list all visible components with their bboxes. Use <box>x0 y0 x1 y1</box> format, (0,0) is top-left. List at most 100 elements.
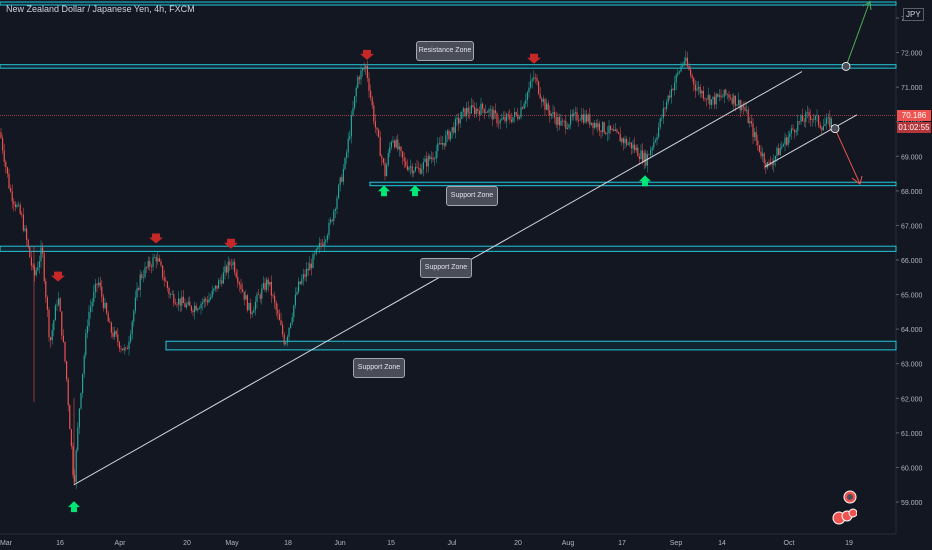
candle-body <box>379 136 381 157</box>
candle-body <box>456 117 458 120</box>
candle-body <box>138 288 140 290</box>
candle-body <box>582 114 584 123</box>
candle-body <box>634 144 636 151</box>
candle-body <box>699 87 701 94</box>
candle-body <box>248 302 250 311</box>
candle-body <box>674 82 676 91</box>
candle-body <box>90 306 92 312</box>
candle-body <box>349 136 351 139</box>
candle-body <box>64 341 66 362</box>
candle-body <box>10 188 12 192</box>
candle-body <box>96 283 98 285</box>
candle-body <box>32 265 34 267</box>
candle-body <box>61 311 63 336</box>
candle-body <box>467 107 469 113</box>
candle-body <box>54 305 56 321</box>
candle-body <box>702 90 704 99</box>
currency-label[interactable]: JPY <box>903 8 924 21</box>
candle-body <box>586 114 588 122</box>
candle-body <box>558 117 560 126</box>
candle-body <box>291 317 293 324</box>
support-zone-label-mid[interactable]: Support Zone <box>420 258 472 278</box>
x-tick-label: Jun <box>334 540 345 547</box>
candle-body <box>803 121 805 122</box>
candle-body <box>598 123 600 131</box>
candle-body <box>440 142 442 145</box>
candle-body <box>315 248 317 254</box>
candle-body <box>328 222 330 236</box>
candle-body <box>491 109 493 120</box>
candle-body <box>373 105 375 122</box>
candle-body <box>653 141 655 148</box>
candle-body <box>613 129 615 132</box>
candle-body <box>782 144 784 147</box>
candle-body <box>338 185 340 199</box>
candle-body <box>293 305 295 318</box>
candle-body <box>358 77 360 80</box>
x-axis[interactable]: Mar 16 Apr 20 May 18 Jun 15 Jul 20 Aug 17 Sep 14 Oct 19 <box>0 540 853 547</box>
candle-body <box>381 156 383 159</box>
candle-body <box>354 96 356 108</box>
candle-body <box>91 301 93 307</box>
y-tick-label: 64.000 <box>901 327 923 334</box>
candle-body <box>22 214 24 231</box>
candle-body <box>698 87 700 89</box>
candle-body <box>397 139 399 150</box>
candle-body <box>762 153 764 157</box>
candle-body <box>210 297 212 300</box>
candle-body <box>501 119 503 121</box>
support-zone-label-lower[interactable]: Support Zone <box>353 358 405 378</box>
candle-body <box>69 405 71 430</box>
candle-body <box>629 142 631 144</box>
candle-body <box>718 95 720 97</box>
y-tick-label: 61.000 <box>901 431 923 438</box>
candle-body <box>798 121 800 122</box>
candle-body <box>781 146 783 149</box>
candle-body <box>821 127 823 131</box>
candle-body <box>408 167 410 170</box>
candle-body <box>50 337 52 341</box>
candle-body <box>797 121 799 131</box>
candle-body <box>429 156 431 159</box>
candle-body <box>230 264 232 266</box>
candle-body <box>688 66 690 70</box>
candle-body <box>99 282 101 287</box>
candle-body <box>120 348 122 349</box>
candle-body <box>478 110 480 115</box>
candle-body <box>752 123 754 137</box>
candle-body <box>259 294 261 299</box>
candle-body <box>2 138 4 151</box>
candle-body <box>128 341 130 350</box>
x-tick-label: 20 <box>514 540 522 547</box>
candle-body <box>522 107 524 109</box>
candle-body <box>243 291 245 300</box>
candle-body <box>216 285 218 289</box>
candle-body <box>437 143 439 152</box>
candle-body <box>605 132 607 134</box>
candle-body <box>720 95 722 98</box>
candle-body <box>659 118 661 128</box>
candle-body <box>691 75 693 79</box>
candle-body <box>264 283 266 290</box>
y-tick-label: 66.000 <box>901 258 923 265</box>
y-axis[interactable]: 59.000 60.000 61.000 62.000 63.000 64.000 65.0… <box>896 16 923 507</box>
candle-body <box>350 115 352 137</box>
resistance-zone-label[interactable]: Resistance Zone <box>416 41 474 61</box>
candle-body <box>493 110 495 120</box>
candle-body <box>426 158 428 167</box>
candle-body <box>326 235 328 241</box>
support-zone-label-upper[interactable]: Support Zone <box>446 186 498 206</box>
candle-body <box>414 166 416 172</box>
candle-body <box>669 95 671 98</box>
candle-body <box>549 110 551 116</box>
candle-body <box>829 117 831 128</box>
symbol-title[interactable]: New Zealand Dollar / Japanese Yen, 4h, F… <box>6 4 195 14</box>
candle-body <box>104 303 106 308</box>
candle-body <box>579 119 581 121</box>
candle-body <box>237 277 239 283</box>
candle-body <box>763 153 765 164</box>
tradingview-logo-icon[interactable] <box>831 488 857 526</box>
candle-body <box>643 152 645 163</box>
candle-body <box>506 114 508 122</box>
